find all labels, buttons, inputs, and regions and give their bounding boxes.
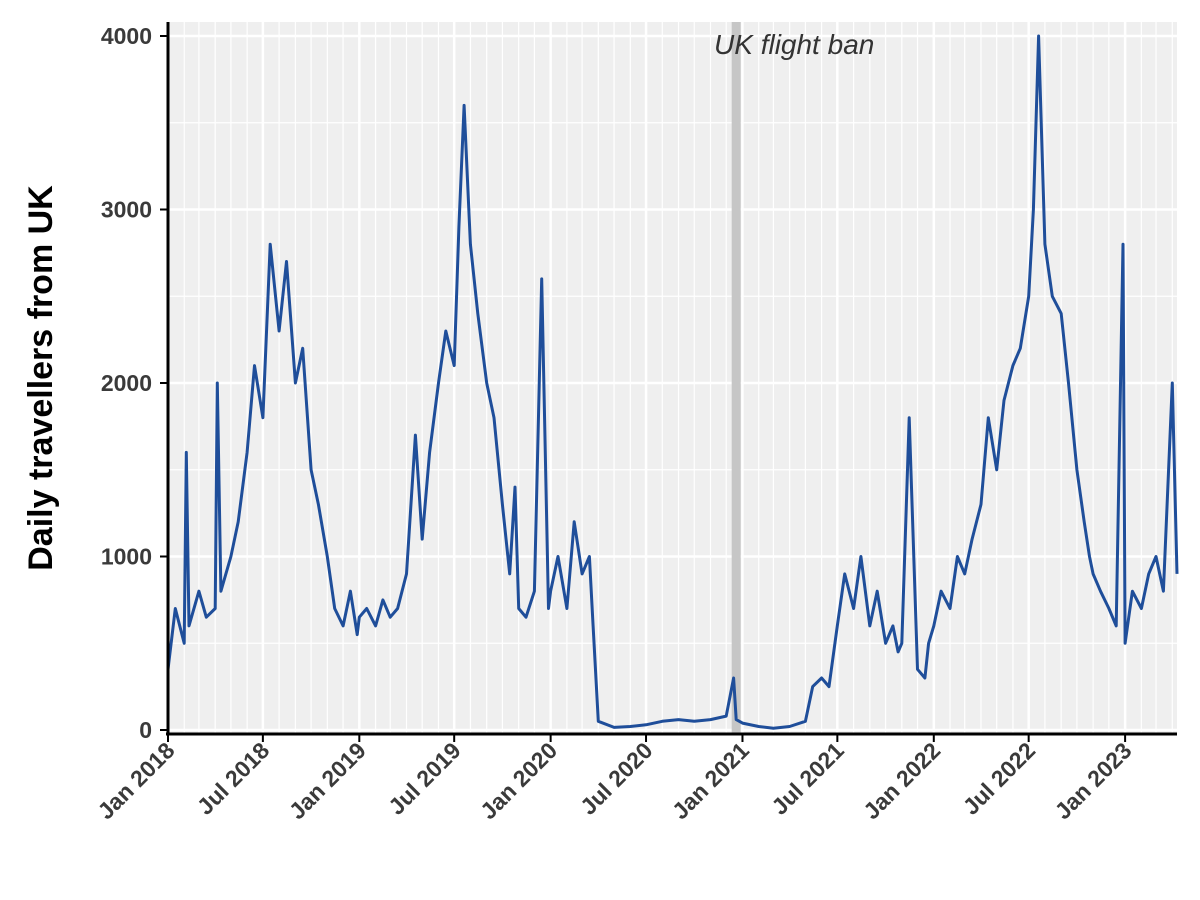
y-tick-label: 4000 — [101, 23, 152, 49]
plot-panel — [168, 22, 1177, 734]
x-tick-label: Jan 2019 — [284, 737, 371, 824]
x-tick-label: Jul 2022 — [958, 737, 1041, 820]
series-line — [166, 34, 1179, 730]
x-tick-label: Jul 2019 — [383, 737, 466, 820]
x-tick-label: Jan 2018 — [92, 737, 179, 824]
series-group — [166, 34, 1179, 730]
x-tick-label: Jul 2018 — [192, 737, 275, 820]
y-tick-label: 3000 — [101, 197, 152, 223]
y-axis-ticks: 0 1000 2000 3000 4000 — [101, 23, 168, 743]
x-axis-ticks: Jan 2018 Jul 2018 Jan 2019 Jul 2019 Jan 2020… — [92, 734, 1137, 824]
flight-ban-band-group — [731, 22, 741, 734]
x-tick-label: Jan 2023 — [1050, 737, 1137, 824]
flight-ban-band — [731, 22, 741, 734]
x-tick-label: Jul 2020 — [575, 737, 658, 820]
y-axis-title: Daily travellers from UK — [22, 185, 60, 571]
x-tick-label: Jul 2021 — [766, 737, 849, 820]
y-tick-label: 1000 — [101, 544, 152, 570]
y-tick-label: 0 — [139, 717, 152, 743]
x-tick-label: Jan 2022 — [858, 737, 945, 824]
y-tick-label: 2000 — [101, 370, 152, 396]
x-tick-label: Jan 2020 — [475, 737, 562, 824]
flight-ban-annotation: UK flight ban — [714, 29, 874, 60]
x-tick-label: Jan 2021 — [667, 737, 754, 824]
